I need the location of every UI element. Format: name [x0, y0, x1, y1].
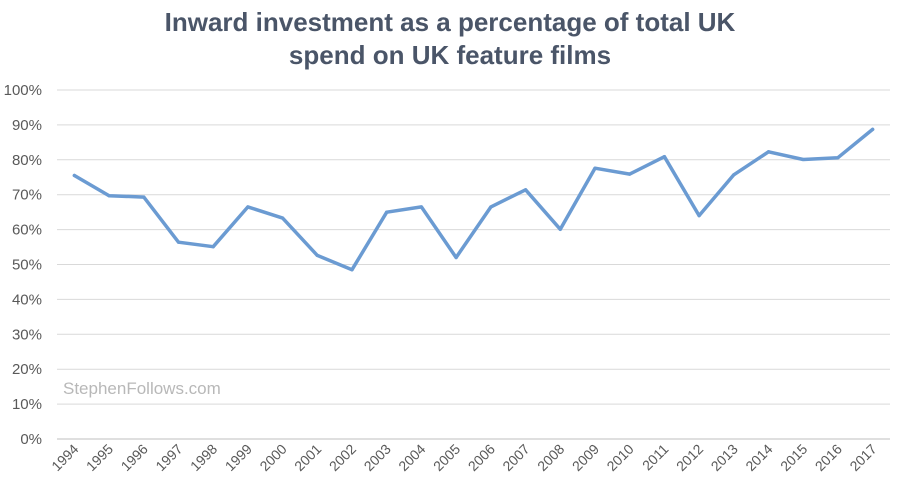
data-point	[315, 253, 319, 258]
x-tick-label: 2003	[361, 441, 394, 474]
watermark-text: StephenFollows.com	[63, 379, 221, 398]
x-tick-label: 1999	[222, 441, 255, 474]
y-tick-label: 40%	[12, 291, 42, 308]
data-point	[454, 255, 458, 260]
y-tick-label: 90%	[12, 117, 42, 134]
data-point	[350, 268, 354, 272]
data-point	[871, 127, 875, 132]
y-tick-label: 20%	[12, 361, 42, 378]
data-point	[593, 166, 597, 170]
y-tick-label: 80%	[12, 152, 42, 169]
x-tick-label: 2007	[499, 441, 532, 474]
x-tick-label: 1994	[48, 441, 81, 474]
x-tick-label: 2010	[603, 441, 636, 474]
data-point	[281, 216, 285, 220]
x-tick-label: 2013	[708, 441, 741, 474]
data-point	[72, 173, 76, 178]
x-tick-label: 1997	[152, 441, 185, 474]
y-tick-label: 60%	[12, 222, 42, 239]
x-tick-label: 2008	[534, 441, 567, 474]
data-point	[766, 150, 771, 154]
y-axis-ticks: 0% 10% 20% 30% 40% 50% 60% 70% 80% 90% 100%	[4, 82, 42, 448]
data-point	[801, 157, 805, 162]
x-tick-label: 2014	[742, 441, 775, 474]
x-tick-label: 2002	[326, 441, 359, 474]
x-tick-label: 1995	[83, 441, 116, 474]
x-tick-label: 2006	[465, 441, 498, 474]
x-tick-label: 1996	[118, 441, 151, 474]
series-layer	[72, 127, 875, 272]
data-point	[662, 155, 666, 159]
data-point	[523, 188, 528, 192]
data-point	[489, 205, 493, 209]
y-tick-label: 10%	[12, 396, 42, 413]
data-point	[107, 194, 111, 198]
y-tick-label: 30%	[12, 326, 42, 343]
x-tick-label: 2011	[639, 441, 672, 474]
chart-title: Inward investment as a percentage of tot…	[0, 6, 900, 72]
data-point	[142, 195, 146, 199]
series-line	[72, 127, 875, 272]
x-tick-label: 2012	[673, 441, 706, 474]
x-tick-label: 2004	[395, 441, 428, 474]
data-point	[385, 210, 389, 214]
data-point	[176, 240, 181, 244]
y-tick-label: 50%	[12, 257, 42, 274]
x-tick-label: 2017	[846, 441, 879, 474]
data-point	[697, 214, 701, 218]
data-point	[732, 173, 736, 177]
chart-title-line-1: Inward investment as a percentage of tot…	[164, 7, 736, 37]
x-tick-label: 2001	[291, 441, 324, 474]
data-point	[836, 156, 840, 160]
y-tick-label: 70%	[12, 187, 42, 204]
data-point	[246, 205, 250, 209]
y-tick-label: 100%	[4, 82, 42, 99]
data-point	[628, 172, 632, 176]
x-tick-label: 2005	[430, 441, 463, 474]
x-tick-label: 2016	[812, 441, 845, 474]
data-point	[211, 245, 215, 249]
x-axis-ticks: 1994 1995 1996 1997 1998 1999 2000 2001 2002 2003…	[48, 441, 880, 474]
chart-title-line-2: spend on UK feature films	[288, 40, 612, 70]
x-tick-label: 2009	[569, 441, 602, 474]
data-point	[419, 205, 424, 209]
x-tick-label: 1998	[187, 441, 220, 474]
x-tick-label: 2015	[777, 441, 810, 474]
y-tick-label: 0%	[20, 431, 42, 448]
data-point	[558, 227, 562, 231]
x-tick-label: 2000	[256, 441, 289, 474]
